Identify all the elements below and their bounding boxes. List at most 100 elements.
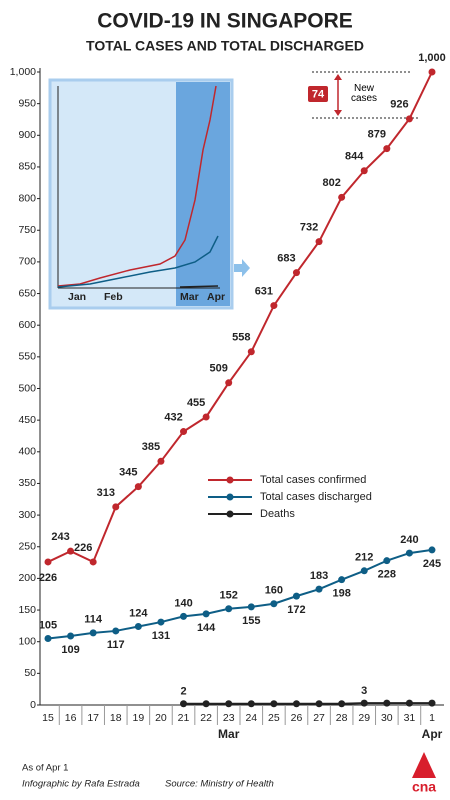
- data-label: 245: [423, 558, 441, 570]
- data-label: 3: [361, 685, 367, 697]
- data-label: 558: [232, 332, 250, 344]
- y-tick-label: 100: [18, 635, 36, 647]
- data-label: 212: [355, 552, 373, 564]
- data-label: 313: [97, 487, 115, 499]
- data-label: 226: [39, 572, 57, 584]
- data-point: [180, 428, 188, 436]
- inset: Jan Feb Mar Apr: [48, 78, 250, 310]
- data-label: 152: [220, 590, 238, 602]
- logo-mark: [412, 752, 436, 778]
- data-label: 926: [390, 99, 408, 111]
- data-point: [67, 632, 75, 640]
- data-label: 155: [242, 615, 260, 627]
- footer-credit: Infographic by Rafa Estrada: [22, 779, 140, 790]
- legend-label: Total cases discharged: [260, 491, 372, 503]
- data-point: [315, 700, 323, 708]
- data-point: [44, 635, 52, 643]
- data-label: 140: [174, 597, 192, 609]
- data-point: [360, 699, 368, 707]
- y-tick-label: 0: [30, 699, 36, 711]
- x-tick-label: 23: [223, 712, 235, 724]
- data-point: [360, 167, 368, 175]
- y-tick-label: 200: [18, 572, 36, 584]
- y-tick-label: 700: [18, 256, 36, 268]
- data-point: [270, 302, 278, 310]
- data-label: 183: [310, 570, 328, 582]
- inset-label: Mar: [180, 291, 199, 303]
- data-point: [383, 699, 391, 707]
- chart-title: COVID-19 IN SINGAPORE: [97, 10, 353, 33]
- data-point: [405, 549, 413, 557]
- data-point: [270, 700, 278, 708]
- data-point: [247, 700, 255, 708]
- y-tick-label: 400: [18, 446, 36, 458]
- x-tick-label: 1: [429, 712, 435, 724]
- data-point: [428, 546, 436, 554]
- data-label: 160: [265, 585, 283, 597]
- data-point: [428, 699, 436, 707]
- series-line: [47, 548, 433, 640]
- x-tick-label: 25: [268, 712, 280, 724]
- data-label: 131: [152, 630, 170, 642]
- data-point: [112, 627, 120, 635]
- inset-cases: [57, 85, 217, 287]
- annotation-value: 74: [312, 88, 325, 100]
- logo-text: cna: [412, 779, 436, 795]
- data-label: 802: [322, 177, 340, 189]
- month-label: Apr: [422, 727, 443, 741]
- data-point: [89, 629, 97, 637]
- data-point: [338, 576, 346, 584]
- data-label: 879: [368, 128, 386, 140]
- data-label: 455: [187, 397, 205, 409]
- data-label: 844: [345, 151, 364, 163]
- x-tick-label: 31: [404, 712, 416, 724]
- legend-label: Total cases confirmed: [260, 474, 366, 486]
- data-point: [383, 145, 391, 153]
- legend-marker: [226, 493, 234, 501]
- annotation-text-box: New cases: [350, 84, 378, 104]
- x-tick-label: 29: [358, 712, 370, 724]
- data-point: [292, 700, 300, 708]
- data-point: [270, 600, 278, 608]
- data-label: 109: [61, 644, 79, 656]
- inset-label: Feb: [104, 291, 123, 303]
- data-point: [315, 238, 323, 246]
- series-line: [183, 702, 432, 705]
- month-label: Mar: [218, 727, 240, 741]
- data-point: [338, 700, 346, 708]
- y-tick-label: 800: [18, 192, 36, 204]
- data-label: 509: [210, 363, 228, 375]
- data-label: 1,000: [418, 52, 446, 64]
- data-label: 228: [378, 569, 396, 581]
- chart-subtitle: TOTAL CASES AND TOTAL DISCHARGED: [86, 38, 364, 54]
- annotation-text: New cases: [350, 84, 378, 104]
- data-point: [225, 379, 233, 387]
- data-label: 198: [332, 588, 350, 600]
- data-label: 732: [300, 222, 318, 234]
- x-tick-label: 24: [245, 712, 257, 724]
- data-point: [225, 700, 233, 708]
- x-tick-label: 17: [87, 712, 99, 724]
- x-tick-label: 22: [200, 712, 212, 724]
- data-point: [180, 612, 188, 620]
- data-point: [44, 558, 52, 566]
- footer-date: As of Apr 1: [22, 763, 68, 774]
- x-tick-label: 21: [178, 712, 190, 724]
- data-point: [247, 603, 255, 611]
- x-tick-label: 26: [291, 712, 303, 724]
- data-point: [338, 193, 346, 201]
- legend-marker: [226, 476, 234, 484]
- data-point: [383, 557, 391, 565]
- y-tick-label: 300: [18, 509, 36, 521]
- data-label: 432: [164, 411, 182, 423]
- data-label: 124: [129, 607, 148, 619]
- x-tick-label: 20: [155, 712, 167, 724]
- x-tick-label: 18: [110, 712, 122, 724]
- data-label: 117: [107, 639, 125, 651]
- data-point: [405, 115, 413, 123]
- data-label: 385: [142, 441, 160, 453]
- x-tick-label: 15: [42, 712, 54, 724]
- data-label: 144: [197, 622, 216, 634]
- data-point: [67, 547, 75, 555]
